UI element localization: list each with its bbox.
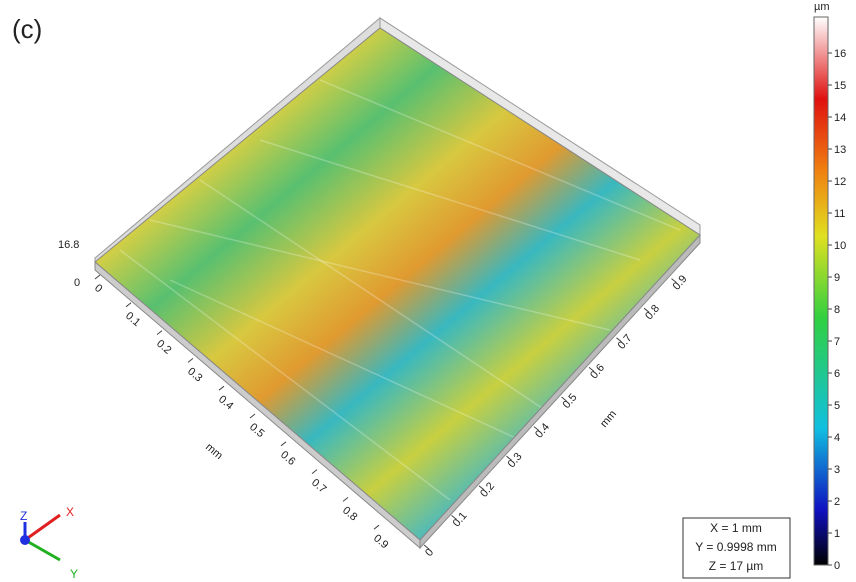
tick-mark bbox=[95, 275, 100, 279]
info-line: X = 1 mm bbox=[710, 521, 762, 535]
colorbar-tick-label: 1 bbox=[834, 528, 840, 540]
surface bbox=[95, 28, 700, 540]
y-tick-label: 0.2 bbox=[478, 480, 497, 499]
colorbar-tick-label: 16 bbox=[834, 48, 846, 60]
x-tick-label: 0.2 bbox=[154, 338, 173, 357]
x-direction: X bbox=[66, 505, 74, 519]
z-bottom-label: 0 bbox=[74, 277, 80, 289]
colorbar-tick-label: 11 bbox=[834, 208, 845, 220]
tick-mark bbox=[312, 470, 317, 474]
x-tick-label: 0.3 bbox=[185, 366, 204, 385]
y-tick-label: 0.8 bbox=[643, 303, 662, 322]
orientation-glyph: X Y Z bbox=[20, 505, 78, 581]
tick-mark bbox=[250, 414, 255, 418]
x-tick-label: 0.5 bbox=[247, 421, 266, 440]
colorbar-tick-label: 12 bbox=[834, 176, 846, 188]
x-tick-label: 0.6 bbox=[278, 449, 297, 468]
y-tick-label: 0.9 bbox=[671, 273, 690, 292]
colorbar-tick-label: 13 bbox=[834, 144, 846, 156]
x-tick-label: 0.8 bbox=[340, 505, 359, 524]
tick-mark bbox=[343, 497, 348, 501]
y-tick-label: 0.4 bbox=[533, 421, 552, 440]
x-tick-label: 0.9 bbox=[371, 532, 390, 551]
y-direction: Y bbox=[70, 567, 78, 581]
colorbar-tick-label: 14 bbox=[834, 112, 846, 124]
colorbar bbox=[814, 17, 828, 565]
y-axis-label: mm bbox=[598, 408, 619, 430]
x-tick-label: 0 bbox=[92, 282, 104, 295]
colorbar-tick-label: 0 bbox=[834, 560, 840, 572]
colorbar-tick-label: 5 bbox=[834, 400, 840, 412]
colorbar-tick-label: 10 bbox=[834, 240, 846, 252]
tick-mark bbox=[219, 386, 224, 390]
tick-mark bbox=[126, 303, 131, 307]
colorbar-tick-label: 8 bbox=[834, 304, 840, 316]
panel-label: (c) bbox=[12, 14, 42, 44]
surface-figure: (c) 16.8 0 mm mm 0 0.1 0.2 0.3 0.4 0.5 0.6 0.7 0… bbox=[0, 0, 856, 582]
x-axis-label: mm bbox=[203, 441, 225, 462]
tick-mark bbox=[188, 358, 193, 362]
colorbar-tick-label: 7 bbox=[834, 336, 840, 348]
colorbar-unit: µm bbox=[814, 1, 830, 13]
tick-mark bbox=[374, 525, 379, 529]
info-line: Z = 17 µm bbox=[709, 559, 764, 573]
colorbar-tick-label: 3 bbox=[834, 464, 840, 476]
x-tick-label: 0.7 bbox=[309, 477, 328, 496]
y-tick-label: 0.1 bbox=[451, 510, 470, 529]
colorbar-tick-label: 4 bbox=[834, 432, 840, 444]
z-direction: Z bbox=[20, 509, 27, 523]
y-tick-label: 0.7 bbox=[616, 332, 635, 351]
colorbar-tick-label: 6 bbox=[834, 368, 840, 380]
x-tick-label: 0.1 bbox=[123, 310, 142, 329]
colorbar-tick-label: 15 bbox=[834, 80, 846, 92]
x-tick-label: 0.4 bbox=[216, 393, 235, 412]
tick-mark bbox=[281, 442, 286, 446]
colorbar-tick-label: 2 bbox=[834, 496, 840, 508]
tick-mark bbox=[157, 331, 162, 335]
y-tick-label: 0.6 bbox=[588, 362, 607, 381]
y-tick-label: 0 bbox=[423, 547, 436, 559]
y-tick-label: 0.3 bbox=[506, 451, 525, 470]
colorbar-tick-label: 9 bbox=[834, 272, 840, 284]
y-tick-label: 0.5 bbox=[561, 391, 580, 410]
info-line: Y = 0.9998 mm bbox=[695, 540, 777, 554]
z-top-label: 16.8 bbox=[58, 239, 79, 251]
